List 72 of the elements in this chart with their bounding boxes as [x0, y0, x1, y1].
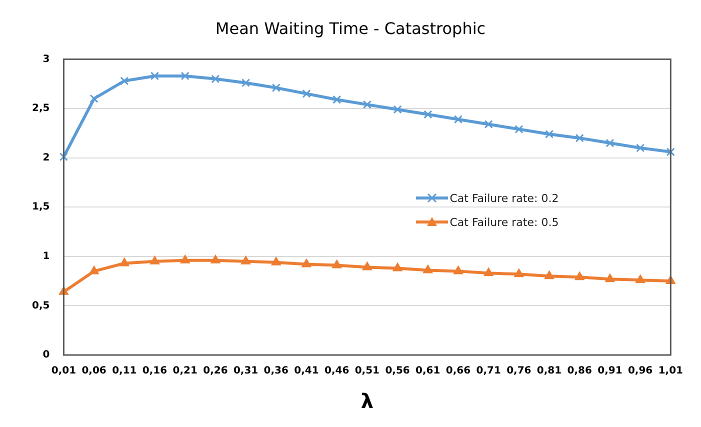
point — [180, 254, 190, 264]
x-tick-label: 0,66 — [446, 366, 471, 377]
x-tick-label: 0,31 — [233, 366, 258, 377]
x-tick-label: 0,11 — [112, 366, 137, 377]
y-tick-label: 1,5 — [32, 202, 50, 213]
point — [514, 268, 524, 278]
x-tick-label: 0,16 — [142, 366, 168, 377]
x-tick-label: 0,96 — [628, 366, 653, 377]
point — [240, 256, 251, 264]
y-tick-label: 3 — [42, 54, 50, 65]
point — [424, 110, 432, 119]
point — [362, 262, 372, 270]
x-tick-label: 1,01 — [658, 366, 684, 377]
point — [423, 264, 433, 274]
y-tick-label: 0,5 — [32, 300, 50, 312]
x-tick-label: 0,51 — [354, 366, 380, 377]
point — [514, 124, 524, 134]
point — [120, 76, 129, 86]
point — [332, 95, 342, 104]
point — [332, 260, 342, 268]
y-tick-label: 0 — [42, 350, 50, 361]
point — [484, 120, 493, 129]
point — [606, 138, 614, 148]
point — [89, 266, 99, 274]
point — [120, 258, 130, 266]
x-tick-label: 0,01 — [51, 366, 76, 377]
x-tick-label: 0,06 — [82, 366, 106, 377]
legend-label: Cat Failure rate: 0.5 — [450, 216, 559, 229]
point — [271, 256, 281, 266]
x-tick-label: 0,61 — [416, 366, 440, 377]
x-tick-label: 0,36 — [264, 366, 289, 377]
point — [666, 148, 675, 156]
x-tick-label: 0,26 — [203, 366, 228, 377]
point — [242, 78, 250, 88]
x-axis-title: λ — [360, 389, 374, 414]
x-tick-label: 0,21 — [172, 366, 198, 377]
point — [393, 105, 402, 114]
point — [484, 268, 494, 276]
point — [211, 74, 220, 84]
x-tick-label: 0,81 — [536, 366, 562, 377]
point — [59, 152, 68, 162]
x-tick-label: 0,71 — [476, 366, 501, 377]
point — [302, 89, 311, 98]
y-tick-label: 1 — [42, 250, 50, 262]
point — [636, 144, 645, 152]
legend-label: Cat Failure rate: 0.2 — [450, 192, 559, 205]
x-tick-label: 0,86 — [567, 366, 592, 377]
x-tick-label: 0,46 — [324, 366, 350, 377]
x-tick-label: 0,41 — [294, 366, 319, 377]
point — [544, 270, 554, 280]
point — [605, 274, 615, 282]
chart-title: Mean Waiting Time - Catastrophic — [215, 18, 486, 38]
point — [210, 254, 220, 264]
y-tick-label: 2,5 — [32, 103, 50, 114]
point — [453, 266, 464, 274]
point — [272, 84, 280, 92]
point — [150, 72, 160, 80]
x-tick-label: 0,76 — [506, 366, 532, 377]
y-tick-label: 2 — [42, 152, 50, 164]
point — [362, 100, 372, 109]
point — [454, 115, 463, 124]
x-tick-label: 0,56 — [385, 366, 410, 377]
point — [575, 134, 584, 142]
point — [302, 258, 312, 268]
point — [150, 256, 160, 264]
point — [392, 262, 402, 272]
point — [544, 130, 554, 138]
point — [635, 274, 646, 284]
point — [574, 272, 584, 280]
x-tick-label: 0,91 — [598, 366, 622, 377]
point — [180, 72, 190, 80]
point — [90, 94, 98, 103]
